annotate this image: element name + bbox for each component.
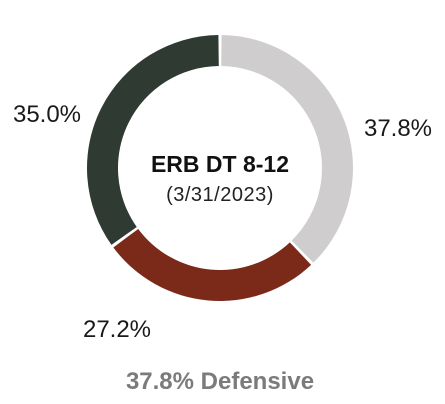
chart-title: ERB DT 8-12 — [151, 151, 289, 177]
donut-slice — [113, 228, 312, 301]
slice-labels: 37.8% 27.2% 35.0% — [13, 101, 432, 343]
slice-label: 37.8% — [364, 115, 432, 142]
chart-footer: 37.8% Defensive — [126, 368, 314, 395]
donut-slice — [87, 35, 219, 245]
slice-label: 27.2% — [83, 316, 151, 343]
donut-slice — [221, 35, 353, 263]
chart-subtitle: (3/31/2023) — [166, 184, 274, 206]
donut-slices — [87, 35, 353, 301]
slice-label: 35.0% — [13, 101, 81, 128]
